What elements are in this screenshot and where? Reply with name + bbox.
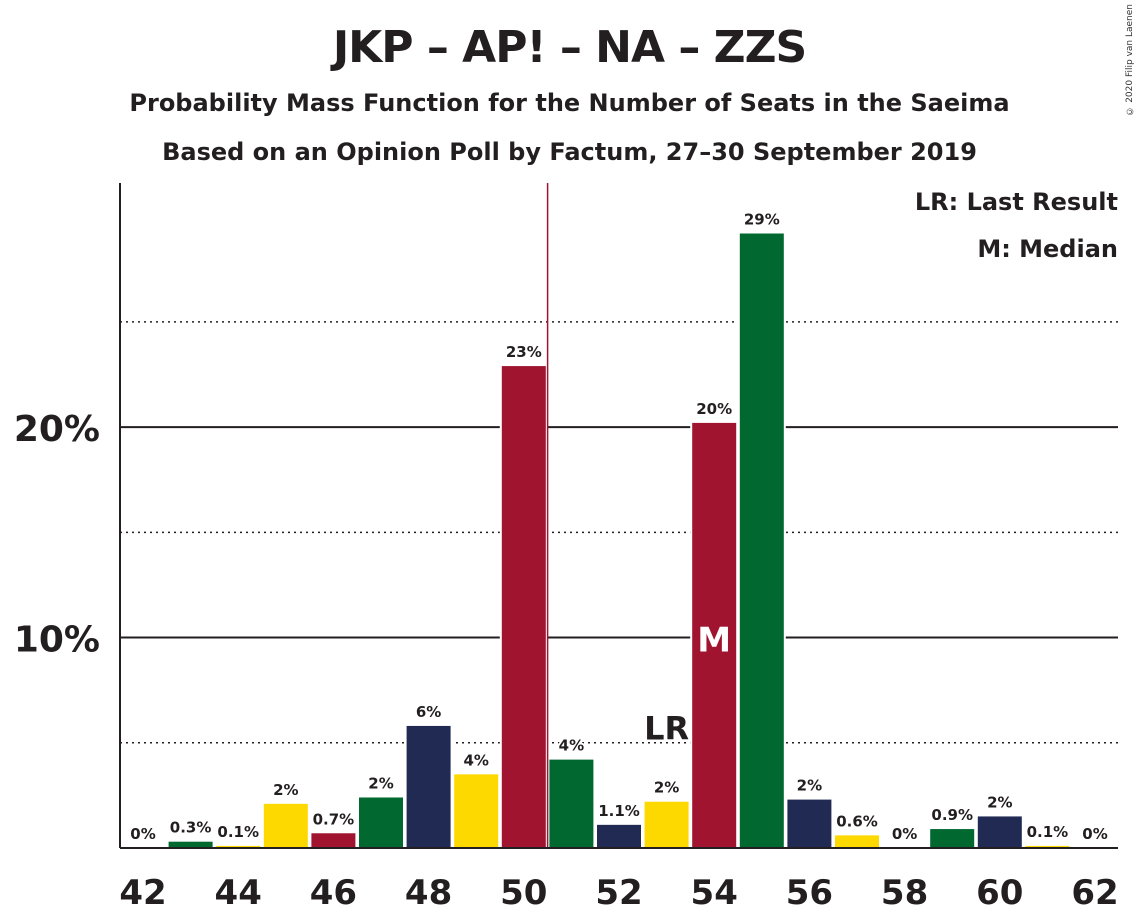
- bar: [787, 799, 832, 848]
- bar: [454, 774, 499, 848]
- bar-value-label: 4%: [559, 737, 584, 755]
- legend-last-result: LR: Last Result: [915, 188, 1118, 216]
- bar: [597, 824, 641, 848]
- x-tick-label: 42: [119, 873, 166, 913]
- bar: [977, 816, 1022, 848]
- chart-source: Based on an Opinion Poll by Factum, 27–3…: [162, 138, 977, 166]
- bar-value-label: 0%: [1082, 825, 1107, 843]
- bar-value-label: 29%: [744, 211, 780, 229]
- bar: [359, 797, 403, 848]
- bar: [644, 801, 689, 848]
- axis-layer: 10% 20% 42 44 46 48 50 52 54 56 58 60 62: [14, 183, 1119, 913]
- bar-value-label: 2%: [987, 793, 1012, 811]
- labels-layer: 0% 0.3% 0.1% 2% 0.7% 2% 6% 4% 23% 4% 1.1% 2% 20% 29% 2…: [128, 209, 1109, 845]
- bar: [406, 725, 451, 848]
- bar-value-label: 0.7%: [313, 810, 355, 828]
- bar: [311, 833, 356, 848]
- bar: [216, 845, 261, 848]
- last-result-marker: LR: [644, 710, 689, 748]
- x-tick-label: 44: [215, 873, 262, 913]
- y-tick-label: 20%: [14, 409, 100, 450]
- x-tick-label: 54: [691, 873, 738, 913]
- bar: [692, 422, 737, 848]
- bar: [835, 835, 879, 848]
- bar: [739, 233, 784, 848]
- bar-value-label: 2%: [368, 774, 393, 792]
- bar-value-label: 23%: [506, 343, 542, 361]
- y-tick-label: 10%: [14, 620, 100, 661]
- bar-value-label: 0.3%: [170, 819, 212, 837]
- bar-value-label: 0.1%: [217, 823, 259, 841]
- bar-value-label: 2%: [654, 779, 679, 797]
- bar-value-label: 6%: [416, 703, 441, 721]
- bar-value-label: 0.6%: [836, 812, 878, 830]
- x-tick-label: 60: [976, 873, 1023, 913]
- chart-subtitle: Probability Mass Function for the Number…: [129, 89, 1010, 117]
- bar-value-label: 0%: [130, 825, 155, 843]
- bar-value-label: 4%: [463, 751, 488, 769]
- bar-value-label: 2%: [797, 777, 822, 795]
- grid-layer: [120, 321, 1118, 744]
- x-tick-label: 58: [881, 873, 928, 913]
- bar: [168, 841, 213, 848]
- bar: [930, 829, 975, 848]
- x-tick-label: 50: [500, 873, 547, 913]
- bar: [549, 759, 594, 848]
- bar: [501, 366, 546, 848]
- bar-value-label: 20%: [696, 400, 732, 418]
- x-tick-label: 62: [1071, 873, 1118, 913]
- bar-value-label: 1.1%: [598, 802, 640, 820]
- bar-value-label: 2%: [273, 781, 298, 799]
- bar-value-label: 0.1%: [1027, 823, 1069, 841]
- chart-title: JKP – AP! – NA – ZZS: [332, 22, 807, 73]
- x-tick-label: 46: [310, 873, 357, 913]
- x-tick-label: 48: [405, 873, 452, 913]
- bars-layer: [166, 231, 1072, 848]
- legend-median: M: Median: [977, 235, 1118, 263]
- x-tick-label: 52: [595, 873, 642, 913]
- x-tick-label: 56: [786, 873, 833, 913]
- bar-value-label: 0.9%: [931, 806, 973, 824]
- bar: [1025, 845, 1070, 848]
- median-marker: M: [697, 621, 731, 661]
- bar: [263, 803, 308, 848]
- bar-value-label: 0%: [892, 825, 917, 843]
